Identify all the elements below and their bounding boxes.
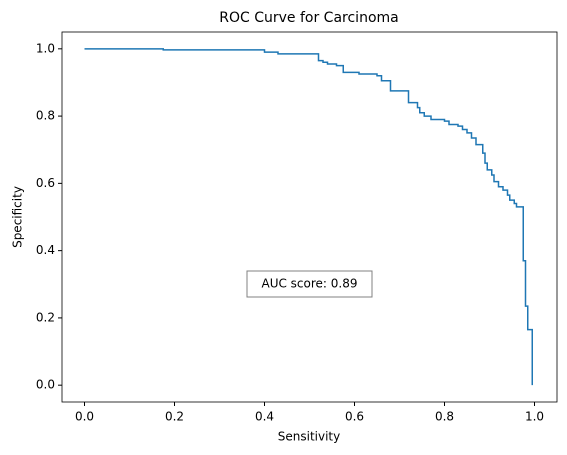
annotation: AUC score: 0.89 xyxy=(261,277,357,291)
x-tick-label: 0.0 xyxy=(75,410,94,424)
y-tick-label: 0.0 xyxy=(36,378,55,392)
x-tick-label: 1.0 xyxy=(525,410,544,424)
x-tick-label: 0.6 xyxy=(345,410,364,424)
x-tick-label: 0.2 xyxy=(165,410,184,424)
x-tick-label: 0.4 xyxy=(255,410,274,424)
y-axis-label: Specificity xyxy=(11,186,25,248)
x-axis-label: Sensitivity xyxy=(278,430,340,444)
y-tick-label: 1.0 xyxy=(36,41,55,55)
roc-line xyxy=(84,48,533,386)
y-tick-label: 0.8 xyxy=(36,109,55,123)
chart-title: ROC Curve for Carcinoma xyxy=(219,10,398,26)
y-tick-label: 0.6 xyxy=(36,176,55,190)
y-tick-label: 0.2 xyxy=(36,310,55,324)
y-tick-label: 0.4 xyxy=(36,243,55,257)
x-tick-label: 0.8 xyxy=(435,410,454,424)
annotation-box xyxy=(246,270,373,298)
plot-frame xyxy=(61,31,558,403)
